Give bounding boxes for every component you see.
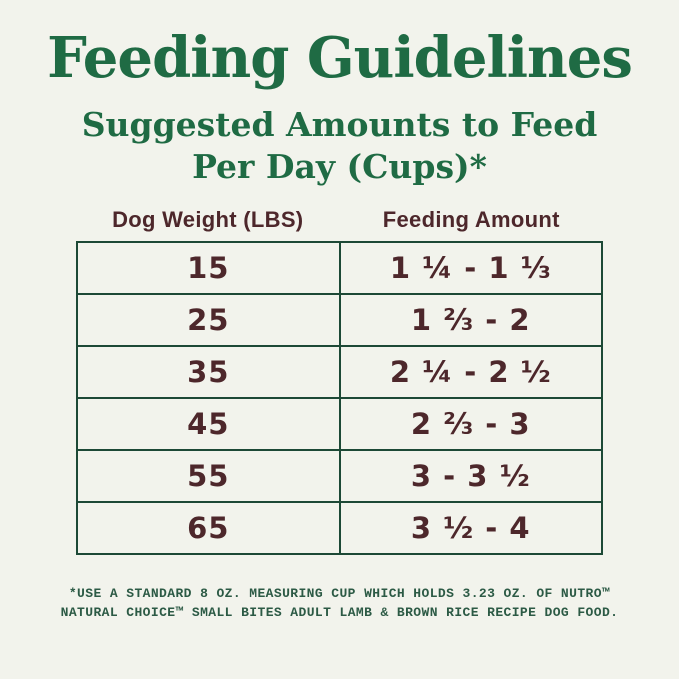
column-header-dog-weight: Dog Weight (LBS) bbox=[112, 206, 304, 232]
table-row: 15 1 ¼ - 1 ⅓ bbox=[76, 240, 603, 295]
table-row: 25 1 ⅔ - 2 bbox=[76, 292, 603, 347]
amount-cell: 1 ¼ - 1 ⅓ bbox=[338, 240, 603, 295]
page-title: Feeding Guidelines bbox=[47, 25, 633, 91]
amount-cell: 3 - 3 ½ bbox=[338, 448, 603, 503]
feeding-table: 15 1 ¼ - 1 ⅓ 25 1 ⅔ - 2 35 2 ¼ - 2 ½ 45 … bbox=[76, 240, 603, 555]
table-row: 45 2 ⅔ - 3 bbox=[76, 396, 603, 451]
subtitle: Suggested Amounts to Feed Per Day (Cups)… bbox=[0, 104, 679, 187]
amount-cell: 1 ⅔ - 2 bbox=[338, 292, 603, 347]
weight-cell: 65 bbox=[76, 500, 341, 555]
table-row: 55 3 - 3 ½ bbox=[76, 448, 603, 503]
weight-cell: 35 bbox=[76, 344, 341, 399]
weight-cell: 55 bbox=[76, 448, 341, 503]
amount-cell: 3 ½ - 4 bbox=[338, 500, 603, 555]
column-header-feeding-amount: Feeding Amount bbox=[382, 206, 560, 232]
subtitle-line-2: Per Day (Cups)* bbox=[192, 146, 487, 186]
subtitle-line-1: Suggested Amounts to Feed bbox=[81, 105, 598, 145]
amount-cell: 2 ⅔ - 3 bbox=[338, 396, 603, 451]
footnote: *USE A STANDARD 8 OZ. MEASURING CUP WHIC… bbox=[0, 585, 679, 623]
table-row: 65 3 ½ - 4 bbox=[76, 500, 603, 555]
footnote-line-1: *USE A STANDARD 8 OZ. MEASURING CUP WHIC… bbox=[68, 585, 611, 601]
footnote-line-2: NATURAL CHOICE™ SMALL BITES ADULT LAMB &… bbox=[60, 604, 619, 620]
weight-cell: 15 bbox=[76, 240, 341, 295]
amount-cell: 2 ¼ - 2 ½ bbox=[338, 344, 603, 399]
weight-cell: 45 bbox=[76, 396, 341, 451]
table-row: 35 2 ¼ - 2 ½ bbox=[76, 344, 603, 399]
weight-cell: 25 bbox=[76, 292, 341, 347]
table-column-headers: Dog Weight (LBS) Feeding Amount bbox=[76, 207, 603, 233]
